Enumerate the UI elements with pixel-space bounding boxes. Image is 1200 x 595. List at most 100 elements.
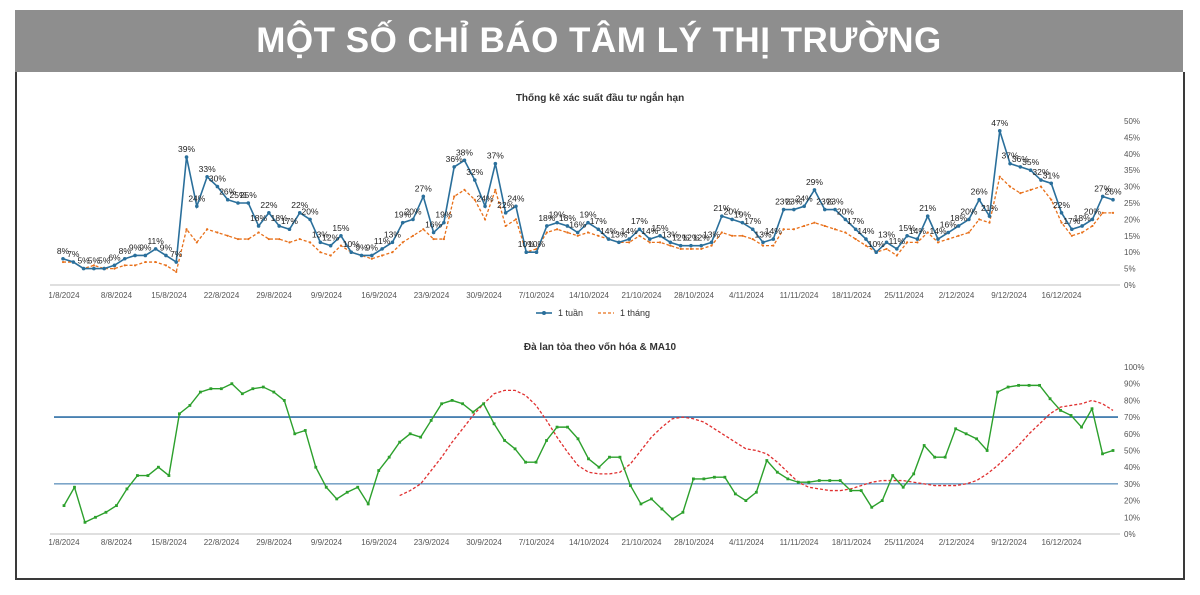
series-1-tuan-point [637, 227, 642, 232]
series-1-tuan-point [678, 243, 683, 248]
series-1-thang-point [298, 237, 301, 241]
breadth-point [681, 510, 685, 514]
series-1-tuan-data-label: 14% [600, 226, 617, 236]
series-1-tuan-point [133, 253, 137, 258]
series-1-tuan-point [730, 217, 734, 222]
breadth-point [303, 429, 307, 432]
series-1-thang-point [638, 234, 641, 237]
series-1-tuan-data-label: 14% [641, 226, 658, 236]
series-1-tuan-point [349, 250, 354, 254]
series-1-thang-point [854, 237, 857, 241]
series-1-tuan-point [575, 230, 580, 235]
chart2-y-tick: 20% [1124, 497, 1140, 506]
chart2-y-tick: 60% [1124, 430, 1140, 439]
chart2-x-tick: 9/12/2024 [991, 538, 1027, 547]
series-1-thang-point [906, 241, 909, 244]
series-1-tuan-data-label: 5% [77, 256, 90, 266]
breadth-point [775, 470, 779, 474]
breadth-point [73, 485, 76, 489]
series-1-tuan-point [1028, 168, 1033, 172]
series-1-tuan-data-label: 33% [199, 164, 216, 174]
series-1-thang-point [700, 247, 703, 251]
series-1-thang-point [751, 237, 754, 241]
series-1-tuan-point [215, 184, 220, 189]
series-1-thang-point [648, 241, 651, 244]
chart2-x-tick: 28/10/2024 [674, 538, 715, 547]
series-1-thang-point [895, 254, 898, 257]
series-1-thang-point [226, 234, 229, 237]
series-1-tuan-data-label: 8% [119, 246, 132, 256]
series-1-tuan-point [246, 201, 251, 205]
series-1-tuan-data-label: 11% [147, 236, 164, 246]
series-1-tuan-point [709, 240, 714, 245]
series-1-tuan-data-label: 14% [909, 226, 926, 236]
series-1-tuan-point [606, 237, 611, 241]
series-1-thang-point [123, 264, 126, 267]
series-1-tuan-point [462, 158, 467, 163]
chart2-x-tick: 14/10/2024 [569, 538, 610, 547]
series-1-tuan-point [164, 253, 168, 258]
chart1-x-tick: 16/9/2024 [361, 291, 397, 300]
chart2-y-tick: 30% [1124, 480, 1140, 489]
series-1-tuan-data-label: 18% [538, 213, 555, 223]
series-1-tuan-point [1080, 224, 1084, 228]
chart-frame [15, 72, 1185, 580]
series-1-tuan-data-label: 21% [713, 203, 730, 213]
series-1-thang-point [576, 234, 579, 237]
series-1-thang-point [1050, 198, 1053, 201]
series-1-tuan-point [287, 227, 292, 232]
breadth-point [513, 447, 517, 451]
series-1-tuan-point [174, 260, 179, 264]
series-1-tuan-point [256, 224, 261, 228]
breadth-point [954, 427, 958, 431]
series-1-tuan-data-label: 22% [260, 200, 277, 210]
breadth-point [240, 392, 244, 396]
chart1-x-tick: 4/11/2024 [729, 291, 765, 300]
breadth-point [870, 505, 874, 509]
series-1-tuan-data-label: 37% [1002, 151, 1019, 161]
series-1-tuan-data-label: 19% [579, 210, 596, 220]
series-1-thang-point [1111, 211, 1115, 214]
series-1-tuan-point [997, 129, 1002, 133]
series-1-thang-point [144, 260, 147, 264]
series-1-thang-point [782, 228, 785, 231]
series-1-tuan-data-label: 30% [209, 174, 226, 184]
series-1-thang-point [1019, 192, 1022, 195]
chart2-y-tick: 80% [1124, 396, 1140, 405]
series-1-tuan-data-label: 9% [366, 242, 379, 252]
series-1-thang-point [1029, 188, 1032, 191]
series-1-tuan-point [864, 237, 868, 241]
breadth-point [723, 475, 727, 479]
series-1-tuan-point [586, 220, 590, 225]
chart1-y-tick: 40% [1124, 150, 1140, 159]
series-1-tuan-point [689, 243, 693, 248]
series-1-tuan-point [524, 250, 529, 254]
chart2-x-tick: 29/8/2024 [256, 538, 292, 547]
chart2-x-tick: 18/11/2024 [832, 538, 872, 547]
series-1-thang-point [154, 260, 157, 264]
series-1-thang-point [720, 231, 723, 234]
series-1-tuan-data-label: 7% [67, 249, 80, 259]
series-1-tuan-data-label: 24% [796, 193, 813, 203]
series-1-thang-point [772, 244, 775, 247]
series-1-tuan-data-label: 10% [528, 239, 545, 249]
series-1-tuan-data-label: 19% [549, 210, 566, 220]
series-1-thang-point [1081, 231, 1084, 234]
breadth-point [146, 474, 150, 477]
breadth-point [975, 437, 979, 441]
chart2-x-tick: 8/8/2024 [101, 538, 133, 547]
series-1-tuan-data-label: 32% [466, 167, 483, 177]
series-1-tuan-point [967, 217, 971, 222]
series-1-thang-point [278, 237, 281, 241]
breadth-point [534, 460, 538, 464]
series-1-tuan-data-label: 13% [384, 229, 401, 239]
breadth-point [692, 477, 695, 481]
series-1-tuan-data-label: 23% [775, 197, 792, 207]
series-1-thang-point [339, 244, 343, 247]
series-1-tuan-data-label: 21% [981, 203, 998, 213]
chart1-x-tick: 16/12/2024 [1041, 291, 1082, 300]
series-1-tuan-point [771, 237, 776, 241]
series-1-thang-point [391, 251, 394, 254]
chart2-x-tick: 4/11/2024 [729, 538, 765, 547]
series-1-tuan-point [884, 240, 889, 245]
